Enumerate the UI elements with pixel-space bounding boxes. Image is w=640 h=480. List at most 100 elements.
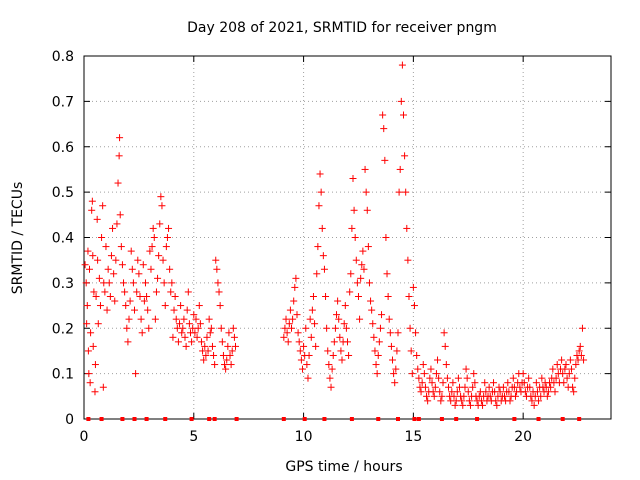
data-point <box>428 379 436 387</box>
data-point <box>90 288 98 296</box>
data-point <box>322 292 330 300</box>
data-point <box>532 379 540 387</box>
data-point <box>453 388 461 396</box>
data-point <box>116 211 124 219</box>
baseline-mark <box>322 417 327 421</box>
data-point <box>289 315 297 323</box>
data-point <box>138 329 146 337</box>
data-point <box>381 156 389 164</box>
data-point <box>528 397 536 405</box>
data-point <box>155 252 163 260</box>
data-point <box>490 379 498 387</box>
data-point <box>402 188 410 196</box>
data-point <box>559 370 567 378</box>
baseline-mark <box>144 417 149 421</box>
data-point <box>382 234 390 241</box>
data-point <box>95 274 103 282</box>
data-point <box>307 333 315 341</box>
data-point <box>177 302 185 310</box>
data-point <box>404 256 412 264</box>
data-point <box>461 383 469 391</box>
data-point <box>131 306 139 314</box>
data-point <box>156 220 164 228</box>
data-point <box>191 329 199 337</box>
data-point <box>459 401 467 409</box>
data-point <box>212 256 220 264</box>
data-point <box>88 206 96 214</box>
data-point <box>319 252 327 260</box>
data-point <box>302 324 310 332</box>
data-point <box>520 379 528 387</box>
data-point <box>341 302 349 310</box>
data-point <box>159 256 167 264</box>
data-point <box>485 383 493 391</box>
data-point <box>565 370 573 378</box>
data-point <box>499 383 507 391</box>
data-point <box>150 234 158 241</box>
data-point <box>395 188 403 196</box>
data-point <box>570 388 578 396</box>
baseline-mark <box>349 417 354 421</box>
data-point <box>525 374 533 382</box>
data-point <box>569 383 577 391</box>
baseline-mark <box>189 417 194 421</box>
points-layer <box>81 61 588 409</box>
data-point <box>96 302 104 310</box>
data-point <box>504 379 512 387</box>
data-point <box>94 320 102 328</box>
data-point <box>344 338 351 346</box>
data-point <box>103 306 111 314</box>
data-point <box>442 361 450 369</box>
data-point <box>133 288 141 296</box>
data-point <box>152 288 160 296</box>
data-point <box>385 315 393 323</box>
data-point <box>460 392 468 400</box>
data-point <box>538 374 546 382</box>
data-point <box>94 256 102 264</box>
data-point <box>463 374 471 382</box>
data-point <box>372 361 380 369</box>
data-point <box>192 315 200 323</box>
data-point <box>349 175 357 183</box>
data-point <box>184 288 192 296</box>
data-point <box>391 379 399 387</box>
data-point <box>335 315 343 323</box>
data-point <box>149 224 157 232</box>
data-point <box>230 333 238 341</box>
data-point <box>172 315 180 323</box>
data-point <box>82 279 90 287</box>
baseline-mark <box>396 417 401 421</box>
data-point <box>203 333 211 341</box>
data-point <box>462 365 470 373</box>
data-point <box>563 374 571 382</box>
data-point <box>445 383 453 391</box>
data-point <box>122 302 130 310</box>
data-point <box>471 379 479 387</box>
data-point <box>179 324 187 332</box>
data-point <box>399 111 407 119</box>
data-point <box>521 388 529 396</box>
data-point <box>110 270 118 278</box>
chart-title: Day 208 of 2021, SRMTID for receiver png… <box>187 20 497 36</box>
data-point <box>144 306 152 314</box>
y-tick-label: 0.2 <box>52 321 74 337</box>
baseline-mark <box>212 417 217 421</box>
data-point <box>544 388 552 396</box>
data-point <box>163 234 171 241</box>
data-point <box>398 61 406 69</box>
data-point <box>83 320 91 328</box>
data-point <box>85 265 93 273</box>
data-point <box>106 292 114 300</box>
data-point <box>305 351 313 359</box>
data-point <box>392 365 400 373</box>
baseline-mark <box>577 417 582 421</box>
baseline-mark <box>86 417 91 421</box>
baseline-mark <box>512 417 517 421</box>
data-point <box>509 374 517 382</box>
data-point <box>501 392 509 400</box>
data-point <box>182 342 190 350</box>
data-point <box>294 329 302 337</box>
data-point <box>126 297 134 305</box>
data-point <box>412 329 420 337</box>
